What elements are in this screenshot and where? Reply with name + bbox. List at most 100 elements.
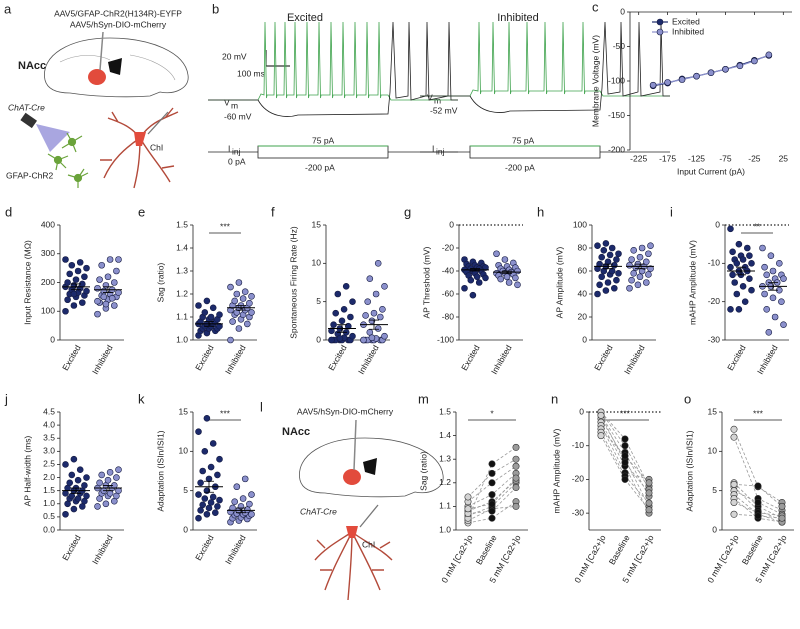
virus-label: AAV5/hSyn-DIO-mCherry bbox=[70, 19, 167, 29]
x-tick-label: Inhibited bbox=[90, 533, 115, 566]
data-point bbox=[349, 298, 356, 305]
data-point bbox=[488, 514, 496, 522]
significance: *** bbox=[220, 408, 231, 418]
scale-label: 100 ms bbox=[237, 68, 265, 78]
traces bbox=[208, 21, 670, 159]
data-point bbox=[212, 509, 219, 516]
y-tick-label: 1.1 bbox=[439, 501, 451, 511]
data-point bbox=[464, 493, 472, 501]
data-point bbox=[602, 240, 610, 247]
panel-b: b Excited Inhibited 20 mV 100 ms V m -60… bbox=[208, 1, 670, 172]
data-point bbox=[199, 501, 206, 509]
data-point bbox=[227, 283, 234, 291]
data-point bbox=[642, 279, 650, 286]
x-tick-label: -175 bbox=[659, 153, 676, 163]
data-point bbox=[733, 290, 741, 298]
data-point bbox=[730, 510, 738, 518]
y-tick-label: 1.2 bbox=[439, 477, 451, 487]
data-point bbox=[246, 299, 253, 307]
y-tick-label: 4.0 bbox=[43, 419, 55, 429]
data-point bbox=[70, 455, 78, 463]
data-point bbox=[83, 264, 90, 272]
data-point bbox=[332, 309, 340, 317]
data-point bbox=[761, 263, 768, 271]
panel-letter: o bbox=[684, 391, 691, 406]
cre-label: ChAT-Cre bbox=[300, 506, 337, 516]
y-tick-label: -100 bbox=[608, 75, 625, 85]
trace-title: Excited bbox=[287, 12, 323, 24]
data-point bbox=[746, 275, 753, 282]
x-tick-label: Excited bbox=[193, 533, 216, 562]
error-bar bbox=[204, 480, 214, 493]
x-axis-label: Input Current (pA) bbox=[677, 166, 745, 176]
panel-letter: f bbox=[271, 204, 275, 219]
y-tick-label: 0 bbox=[582, 334, 587, 344]
data-point bbox=[195, 428, 202, 435]
recording-pipette bbox=[147, 111, 169, 135]
data-point bbox=[241, 475, 249, 483]
data-point bbox=[364, 298, 372, 305]
data-point bbox=[497, 275, 505, 283]
data-point bbox=[340, 306, 348, 313]
y-tick-label: 1.3 bbox=[439, 453, 451, 463]
significance: *** bbox=[620, 408, 631, 418]
data-point bbox=[467, 276, 475, 284]
cell-label: ChI bbox=[362, 539, 375, 549]
data-point bbox=[469, 291, 477, 299]
data-point bbox=[334, 290, 342, 298]
error-bar bbox=[236, 305, 246, 311]
virus-label: AAV5/GFAP-ChR2(H134R)-EYFP bbox=[54, 8, 182, 18]
data-point bbox=[769, 267, 777, 275]
region-label: NAcc bbox=[18, 60, 46, 72]
y-tick-label: 1.1 bbox=[176, 311, 188, 321]
panel-letter: g bbox=[404, 204, 411, 219]
data-point bbox=[512, 455, 520, 463]
data-point bbox=[610, 261, 618, 269]
data-point bbox=[68, 471, 76, 479]
x-tick-label: Excited bbox=[60, 533, 83, 562]
data-point bbox=[70, 505, 78, 513]
cholinergic-neuron bbox=[314, 531, 393, 601]
x-tick-label: 0 mM [Ca2+]o bbox=[572, 533, 608, 585]
x-tick-label: -25 bbox=[748, 153, 761, 163]
data-point bbox=[727, 306, 734, 313]
y-tick-label: 10 bbox=[312, 258, 322, 268]
data-point bbox=[503, 273, 511, 281]
virus-label: AAV5/hSyn-DIO-mCherry bbox=[297, 406, 394, 416]
x-tick-label: Inhibited bbox=[223, 343, 248, 376]
y-tick-label: 2.0 bbox=[43, 472, 55, 482]
data-point bbox=[707, 69, 715, 77]
data-point bbox=[630, 269, 638, 277]
data-point bbox=[100, 293, 108, 301]
trace-hyperpolarizing bbox=[208, 21, 458, 117]
y-tick-label: 15 bbox=[708, 406, 718, 416]
data-point bbox=[209, 304, 217, 312]
data-point bbox=[81, 273, 88, 281]
data-point bbox=[79, 299, 86, 306]
data-point bbox=[336, 335, 344, 342]
error-bar bbox=[71, 487, 81, 494]
data-point bbox=[328, 336, 335, 344]
data-point bbox=[81, 482, 88, 489]
data-point bbox=[104, 273, 112, 281]
data-point bbox=[368, 334, 376, 342]
panel-letter: h bbox=[537, 204, 544, 219]
data-point bbox=[615, 250, 622, 258]
data-point bbox=[216, 322, 223, 330]
data-point bbox=[102, 500, 110, 508]
data-point bbox=[94, 310, 101, 318]
data-point bbox=[342, 283, 350, 290]
trace-hyperpolarizing bbox=[420, 21, 670, 113]
subject-line bbox=[600, 415, 650, 497]
step-label: -200 pA bbox=[505, 162, 535, 172]
data-point bbox=[233, 483, 241, 491]
y-tick-label: 10 bbox=[179, 446, 189, 456]
data-point bbox=[197, 479, 204, 487]
data-point bbox=[108, 295, 116, 302]
pipette bbox=[99, 31, 104, 71]
data-point bbox=[248, 292, 255, 300]
y-tick-label: 200 bbox=[41, 277, 55, 287]
current-step bbox=[257, 145, 389, 159]
y-tick-label: 4.5 bbox=[43, 406, 55, 416]
data-point bbox=[505, 279, 513, 286]
